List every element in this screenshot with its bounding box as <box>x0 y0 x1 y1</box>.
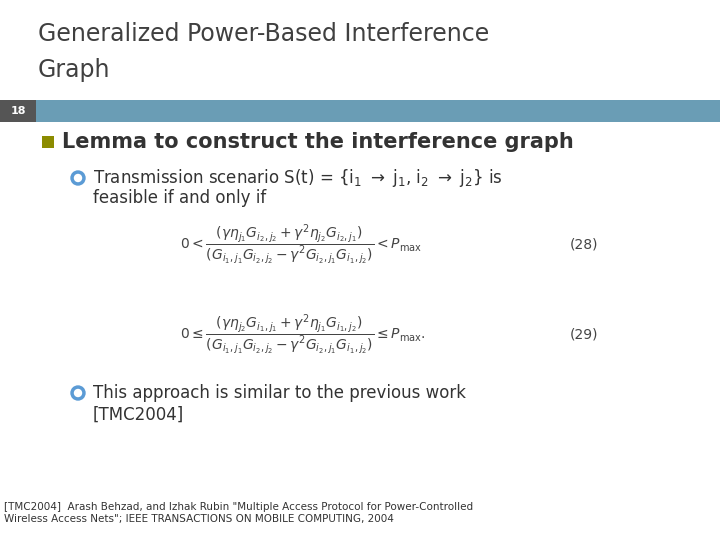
Text: [TMC2004]: [TMC2004] <box>93 406 184 424</box>
Text: feasible if and only if: feasible if and only if <box>93 189 266 207</box>
Text: (29): (29) <box>570 328 598 342</box>
Text: Graph: Graph <box>38 58 110 82</box>
Text: [TMC2004]  Arash Behzad, and Izhak Rubin "Multiple Access Protocol for Power-Con: [TMC2004] Arash Behzad, and Izhak Rubin … <box>4 502 473 524</box>
Text: Transmission scenario S(t) = {i$_1$ $\rightarrow$ j$_1$, i$_2$ $\rightarrow$ j$_: Transmission scenario S(t) = {i$_1$ $\ri… <box>93 167 503 189</box>
Text: 18: 18 <box>10 106 26 116</box>
Circle shape <box>71 386 85 400</box>
Text: (28): (28) <box>570 238 598 252</box>
Text: Lemma to construct the interference graph: Lemma to construct the interference grap… <box>62 132 574 152</box>
Bar <box>0 100 36 122</box>
Text: Generalized Power-Based Interference: Generalized Power-Based Interference <box>38 22 490 46</box>
Text: $0 \leq \dfrac{(\gamma\eta_{j_2}G_{i_1,j_1} + \gamma^2\eta_{j_1}G_{i_1,j_2})}{(G: $0 \leq \dfrac{(\gamma\eta_{j_2}G_{i_1,j… <box>180 313 426 357</box>
Text: $0 < \dfrac{(\gamma\eta_{j_1}G_{i_2,j_2} + \gamma^2\eta_{j_2}G_{i_2,j_1})}{(G_{i: $0 < \dfrac{(\gamma\eta_{j_1}G_{i_2,j_2}… <box>180 223 422 267</box>
Text: This approach is similar to the previous work: This approach is similar to the previous… <box>93 384 466 402</box>
Bar <box>0 100 720 122</box>
Circle shape <box>74 389 81 396</box>
Bar <box>42 136 54 148</box>
Circle shape <box>71 171 85 185</box>
Circle shape <box>74 174 81 181</box>
